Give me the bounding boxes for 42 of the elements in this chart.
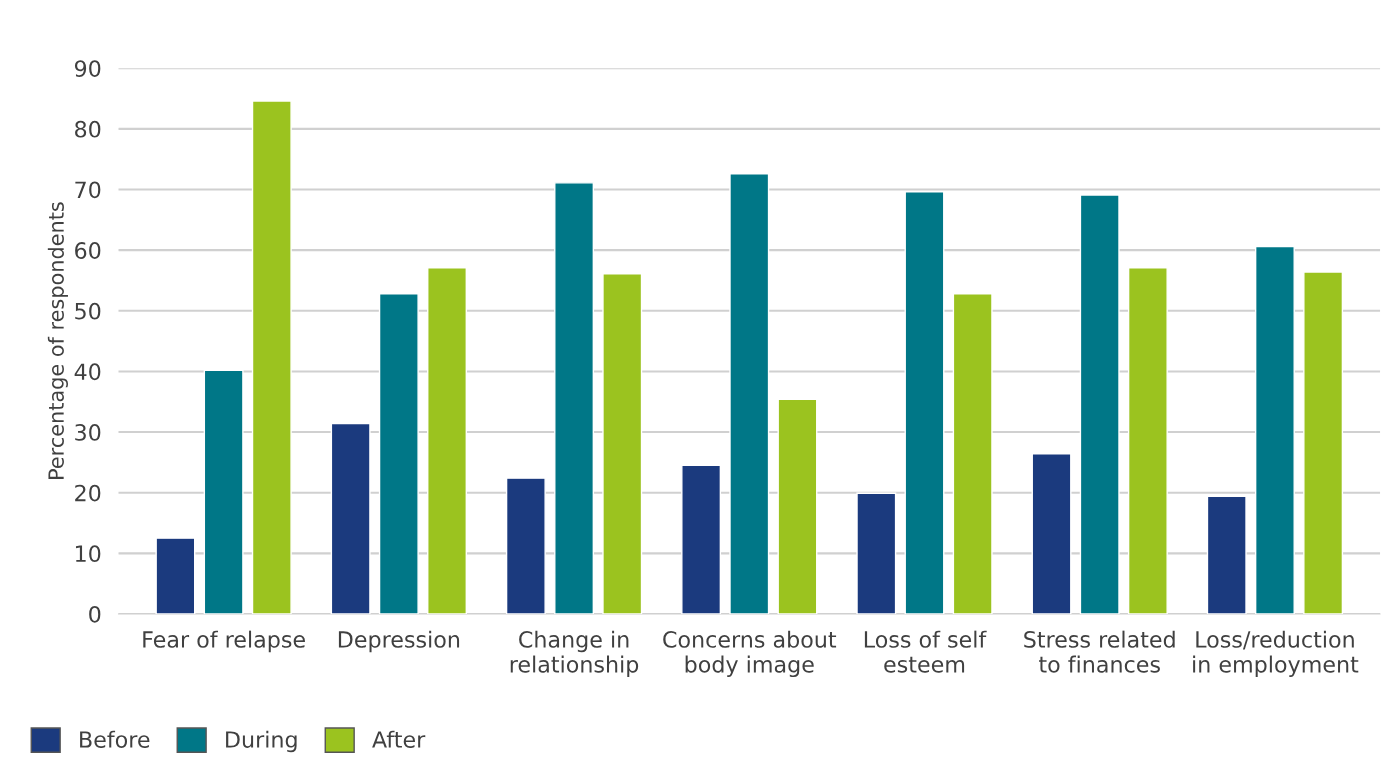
y-tick-label: 10 [75, 545, 101, 563]
x-tick-label: Change in relationship [510, 630, 639, 678]
legend-label: After [372, 730, 426, 748]
y-tick-label: 40 [74, 363, 101, 381]
bar [427, 267, 467, 614]
y-tick-label: 60 [75, 242, 101, 259]
x-tick-label: Loss/reduction in employment [1193, 630, 1359, 678]
legend-label: Before [80, 730, 150, 748]
legend-label: During [226, 730, 297, 753]
bar [554, 182, 595, 614]
x-tick-label: Concerns about body image [663, 630, 837, 678]
bar [1031, 453, 1072, 614]
bar [203, 369, 244, 614]
bar [155, 537, 196, 614]
y-tick-label: 50 [75, 302, 101, 320]
bar [856, 492, 897, 614]
bar [1127, 267, 1168, 614]
bar [777, 398, 818, 614]
y-axis-title: Percentage of respondents [47, 202, 68, 479]
y-tick-label: 70 [75, 181, 101, 199]
bar [1206, 495, 1247, 614]
x-tick-label: Depression [338, 630, 460, 653]
bar [1303, 271, 1344, 614]
bar [251, 100, 292, 614]
y-tick-label: 80 [75, 120, 101, 138]
bar [505, 477, 546, 614]
bar [904, 191, 945, 614]
y-tick-label: 90 [74, 60, 101, 77]
y-tick-label: 0 [89, 605, 101, 623]
x-tick-label: Stress related to finances [1024, 630, 1175, 673]
x-tick-label: Loss of self esteem [864, 630, 987, 673]
x-tick-label: Fear of relapse [143, 630, 305, 653]
bar [681, 464, 722, 614]
bar [378, 293, 419, 614]
bar [1079, 194, 1120, 614]
bar [729, 173, 770, 614]
y-tick-label: 20 [75, 484, 101, 502]
bar [330, 422, 371, 614]
y-tick-label: 30 [75, 424, 101, 441]
bar [1254, 245, 1295, 614]
bar [602, 273, 643, 614]
bar [952, 293, 993, 614]
